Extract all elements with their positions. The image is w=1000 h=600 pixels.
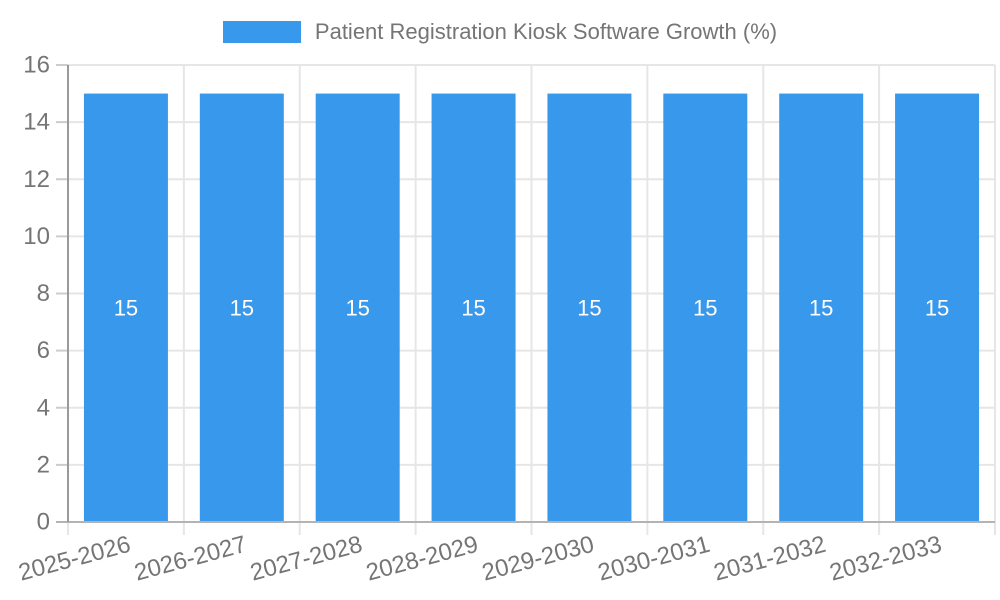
x-tick-label: 2025-2026 [16, 531, 134, 587]
bar[interactable] [431, 93, 516, 522]
bar-value-label: 15 [809, 295, 833, 320]
bar-value-label: 15 [693, 295, 717, 320]
x-tick-label: 2031-2032 [711, 531, 829, 587]
y-tick-label: 6 [37, 337, 50, 364]
bar[interactable] [83, 93, 168, 522]
x-tick-label: 2028-2029 [363, 531, 481, 587]
y-tick-label: 16 [23, 52, 50, 79]
x-tick-label: 2032-2033 [827, 531, 945, 587]
legend-label: Patient Registration Kiosk Software Grow… [314, 19, 778, 44]
bar-value-label: 15 [345, 295, 369, 320]
y-tick-label: 12 [23, 166, 50, 193]
y-tick-label: 8 [37, 280, 50, 307]
bar-value-label: 15 [925, 295, 949, 320]
y-tick-label: 10 [23, 223, 50, 250]
bar[interactable] [779, 93, 864, 522]
bar-value-label: 15 [461, 295, 485, 320]
bar-value-label: 15 [230, 295, 254, 320]
y-tick-label: 2 [37, 451, 50, 478]
y-tick-label: 0 [37, 509, 50, 536]
y-tick-label: 4 [37, 394, 50, 421]
x-tick-label: 2029-2030 [479, 531, 597, 587]
y-tick-label: 14 [23, 109, 50, 136]
x-tick-label: 2026-2027 [132, 531, 250, 587]
bar[interactable] [547, 93, 632, 522]
legend[interactable]: Patient Registration Kiosk Software Grow… [0, 18, 1000, 46]
x-tick-label: 2030-2031 [595, 531, 713, 587]
bar[interactable] [895, 93, 980, 522]
bar[interactable] [315, 93, 400, 522]
bar-value-label: 15 [114, 295, 138, 320]
bar-value-label: 15 [577, 295, 601, 320]
x-tick-label: 2027-2028 [247, 531, 365, 587]
legend-swatch-icon [222, 21, 301, 43]
bar[interactable] [199, 93, 284, 522]
bar[interactable] [663, 93, 748, 522]
